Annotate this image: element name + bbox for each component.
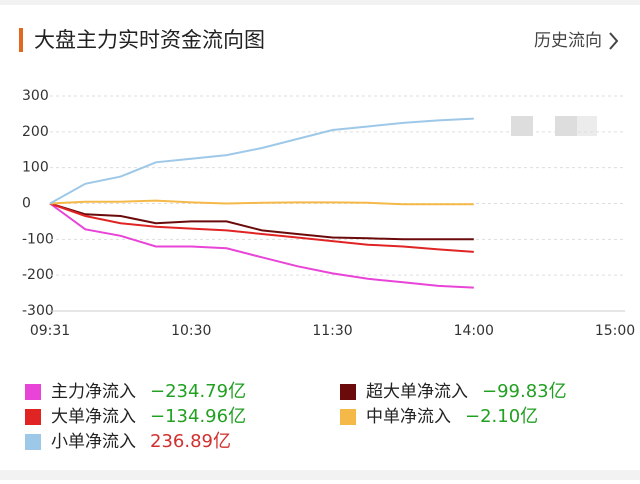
y-tick-label: -100 xyxy=(22,231,54,247)
series-line xyxy=(49,199,474,206)
legend-total: −99.83亿 xyxy=(482,381,567,402)
y-tick-label: -200 xyxy=(22,267,54,283)
legend-swatch xyxy=(25,384,41,400)
x-tick-label: 10:30 xyxy=(171,323,211,339)
legend-swatch xyxy=(340,409,356,425)
history-link[interactable]: 历史流向 xyxy=(534,31,602,51)
y-tick-label: 0 xyxy=(22,196,31,212)
y-tick-label: 100 xyxy=(22,160,49,176)
legend-swatch xyxy=(25,409,41,425)
x-tick-label: 14:00 xyxy=(454,323,494,339)
x-tick-label: 15:00 xyxy=(595,323,635,339)
legend-label: 主力净流入 xyxy=(51,382,136,402)
title-accent xyxy=(19,28,23,52)
page-title: 大盘主力实时资金流向图 xyxy=(34,28,265,52)
series-line xyxy=(49,202,474,289)
y-tick-label: 300 xyxy=(22,88,49,104)
legend-total: −2.10亿 xyxy=(465,406,538,427)
x-tick-label: 09:31 xyxy=(30,323,70,339)
legend-swatch xyxy=(25,434,41,450)
series-line xyxy=(49,202,474,253)
y-tick-label: 200 xyxy=(22,124,49,140)
legend-total: −234.79亿 xyxy=(150,381,246,402)
chevron[interactable] xyxy=(609,32,619,50)
placeholder xyxy=(511,116,533,136)
legend-total: −134.96亿 xyxy=(150,406,246,427)
legend-label: 中单净流入 xyxy=(366,407,451,427)
bottom-strip xyxy=(0,470,640,480)
x-tick-label: 11:30 xyxy=(312,323,352,339)
placeholder xyxy=(577,116,597,136)
legend-total: 236.89亿 xyxy=(150,431,231,452)
legend-label: 超大单净流入 xyxy=(366,382,468,402)
series-line xyxy=(49,117,474,205)
placeholder xyxy=(555,116,577,136)
top-strip xyxy=(0,0,640,5)
series-line xyxy=(49,202,474,241)
y-tick-label: -300 xyxy=(22,303,54,319)
legend-label: 小单净流入 xyxy=(51,432,136,452)
legend-label: 大单净流入 xyxy=(51,407,136,427)
legend-swatch xyxy=(340,384,356,400)
